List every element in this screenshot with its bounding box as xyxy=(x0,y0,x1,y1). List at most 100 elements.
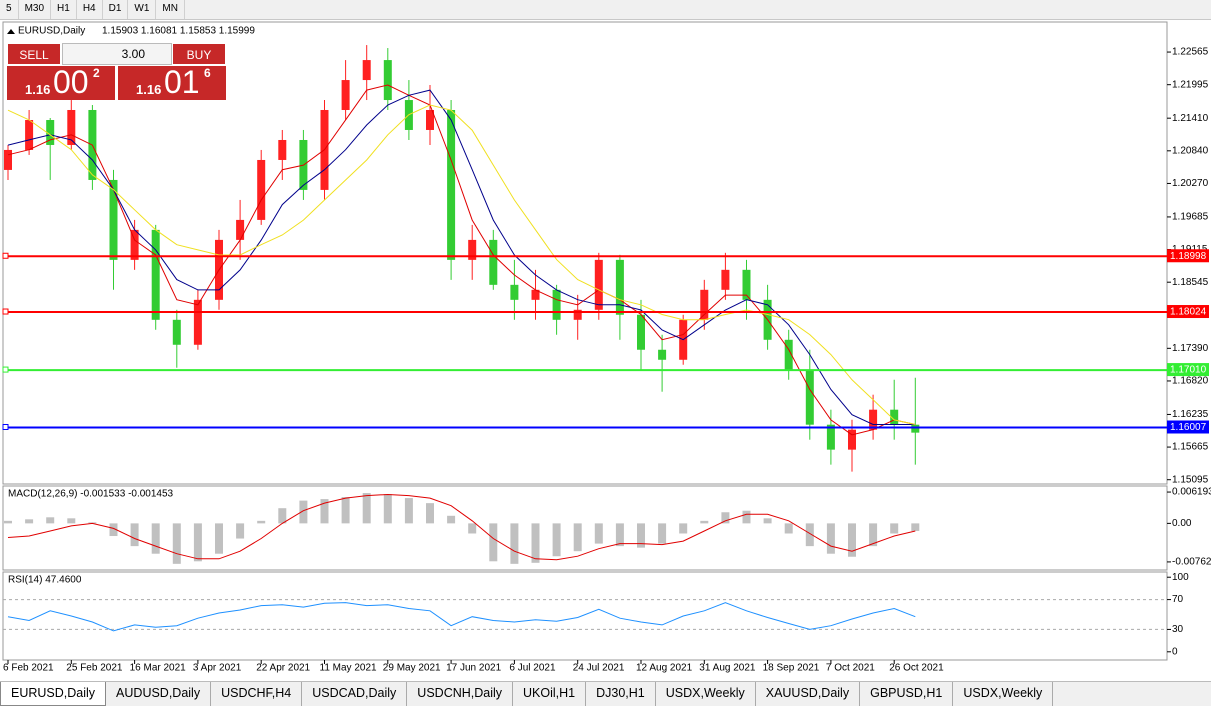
chart-tab[interactable]: USDCNH,Daily xyxy=(407,682,514,706)
ask-pips: 01 xyxy=(164,64,200,100)
macd-bar xyxy=(742,510,751,524)
macd-bar xyxy=(848,523,856,557)
level-label-box xyxy=(1167,305,1209,319)
y-tick-label: 1.21410 xyxy=(1172,113,1209,124)
bid-big: 1.16 xyxy=(25,82,51,97)
candle-body xyxy=(25,120,34,150)
timeframe-button[interactable]: M30 xyxy=(19,0,52,19)
macd-bar xyxy=(721,512,730,524)
x-tick-label: 17 Jun 2021 xyxy=(446,663,501,674)
macd-bar xyxy=(109,523,118,537)
candle-body xyxy=(468,239,477,260)
candle-body xyxy=(573,309,582,320)
timeframe-button[interactable]: D1 xyxy=(103,0,129,19)
y-tick-label: 1.15095 xyxy=(1172,474,1209,485)
macd-bar xyxy=(383,494,392,524)
macd-bar xyxy=(426,503,434,524)
ask-big: 1.16 xyxy=(136,82,162,97)
candle-body xyxy=(67,109,76,145)
y-tick-label: 1.21995 xyxy=(1172,79,1209,90)
chart-tab[interactable]: AUDUSD,Daily xyxy=(106,682,212,706)
macd-bar xyxy=(784,523,793,534)
candle-body xyxy=(383,60,392,101)
candle-body xyxy=(911,424,920,433)
buy-button[interactable]: BUY xyxy=(172,43,226,65)
chart-title: EURUSD,Daily xyxy=(18,26,85,37)
macd-bar xyxy=(805,523,814,547)
chart-tab[interactable]: XAUUSD,Daily xyxy=(756,682,861,706)
chart-tab[interactable]: USDX,Weekly xyxy=(656,682,756,706)
macd-bar xyxy=(362,493,371,524)
candle-body xyxy=(700,289,709,320)
candle-body xyxy=(615,259,624,315)
macd-bar xyxy=(151,523,160,554)
bid-pips: 00 xyxy=(53,64,89,100)
macd-bar xyxy=(46,517,55,524)
indicator-title: MACD(12,26,9) -0.001533 -0.001453 xyxy=(8,489,174,500)
candle-body xyxy=(426,109,434,130)
chart-tab[interactable]: USDCHF,H4 xyxy=(211,682,303,706)
macd-bar xyxy=(320,499,329,524)
chart-tab[interactable]: USDCAD,Daily xyxy=(302,682,408,706)
macd-bar xyxy=(658,523,667,544)
x-tick-label: 24 Jul 2021 xyxy=(573,663,625,674)
candle-body xyxy=(447,109,456,260)
chart-tab[interactable]: GBPUSD,H1 xyxy=(860,682,954,706)
ask-price[interactable]: 1.16 01 6 xyxy=(118,64,226,100)
x-tick-label: 6 Feb 2021 xyxy=(3,663,54,674)
y-tick-label: -0.007621 xyxy=(1172,557,1211,568)
x-tick-label: 11 May 2021 xyxy=(320,663,378,674)
moving-average xyxy=(7,89,916,425)
chart-tab[interactable]: UKOil,H1 xyxy=(513,682,587,706)
x-tick-label: 26 Oct 2021 xyxy=(889,663,944,674)
y-tick-label: 1.15665 xyxy=(1172,442,1209,453)
one-click-trading: SELL 3.00 BUY 1.16 00 2 1.16 01 6 xyxy=(7,43,227,101)
macd-bar xyxy=(88,522,97,524)
level-label: 1.18998 xyxy=(1170,251,1207,262)
timeframe-button[interactable]: MN xyxy=(156,0,185,19)
chart-tab[interactable]: DJ30,H1 xyxy=(586,682,656,706)
x-tick-label: 12 Aug 2021 xyxy=(636,663,693,674)
candle-body xyxy=(742,269,751,300)
chart-tab[interactable]: EURUSD,Daily xyxy=(0,682,107,706)
bid-price[interactable]: 1.16 00 2 xyxy=(7,64,115,100)
candle-body xyxy=(637,314,645,350)
candle-body xyxy=(151,229,160,320)
macd-bar xyxy=(67,518,76,524)
moving-average xyxy=(7,84,916,436)
timeframe-button[interactable]: 5 xyxy=(0,0,19,19)
candle-body xyxy=(257,159,266,220)
timeframe-button[interactable]: H4 xyxy=(77,0,103,19)
candle-body xyxy=(130,229,139,260)
y-tick-label: 1.18545 xyxy=(1172,277,1209,288)
lots-input[interactable]: 3.00 xyxy=(62,43,172,65)
y-tick-label: 0 xyxy=(1172,646,1178,657)
macd-bar xyxy=(468,523,477,534)
macd-bar xyxy=(700,520,709,524)
sell-button[interactable]: SELL xyxy=(7,43,61,65)
x-tick-label: 7 Oct 2021 xyxy=(826,663,875,674)
macd-bar xyxy=(826,523,835,554)
candle-body xyxy=(531,289,540,300)
macd-bar xyxy=(447,515,456,524)
candle-body xyxy=(109,179,118,260)
level-handle xyxy=(2,366,9,373)
timeframe-button[interactable]: H1 xyxy=(51,0,77,19)
level-handle xyxy=(2,252,9,259)
macd-bar xyxy=(257,520,266,524)
macd-bar xyxy=(763,518,772,524)
macd-bar xyxy=(25,519,34,524)
level-handle xyxy=(2,308,9,315)
level-handle xyxy=(2,423,9,430)
x-tick-label: 18 Sep 2021 xyxy=(763,663,820,674)
macd-bar xyxy=(531,523,540,563)
macd-bar xyxy=(130,523,139,547)
y-tick-label: 1.20840 xyxy=(1172,145,1209,156)
timeframe-button[interactable]: W1 xyxy=(128,0,157,19)
level-label: 1.16007 xyxy=(1170,422,1207,433)
candle-body xyxy=(890,409,899,425)
y-tick-label: 100 xyxy=(1172,572,1189,583)
macd-bar xyxy=(552,523,561,557)
chart-tab[interactable]: USDX,Weekly xyxy=(953,682,1054,706)
